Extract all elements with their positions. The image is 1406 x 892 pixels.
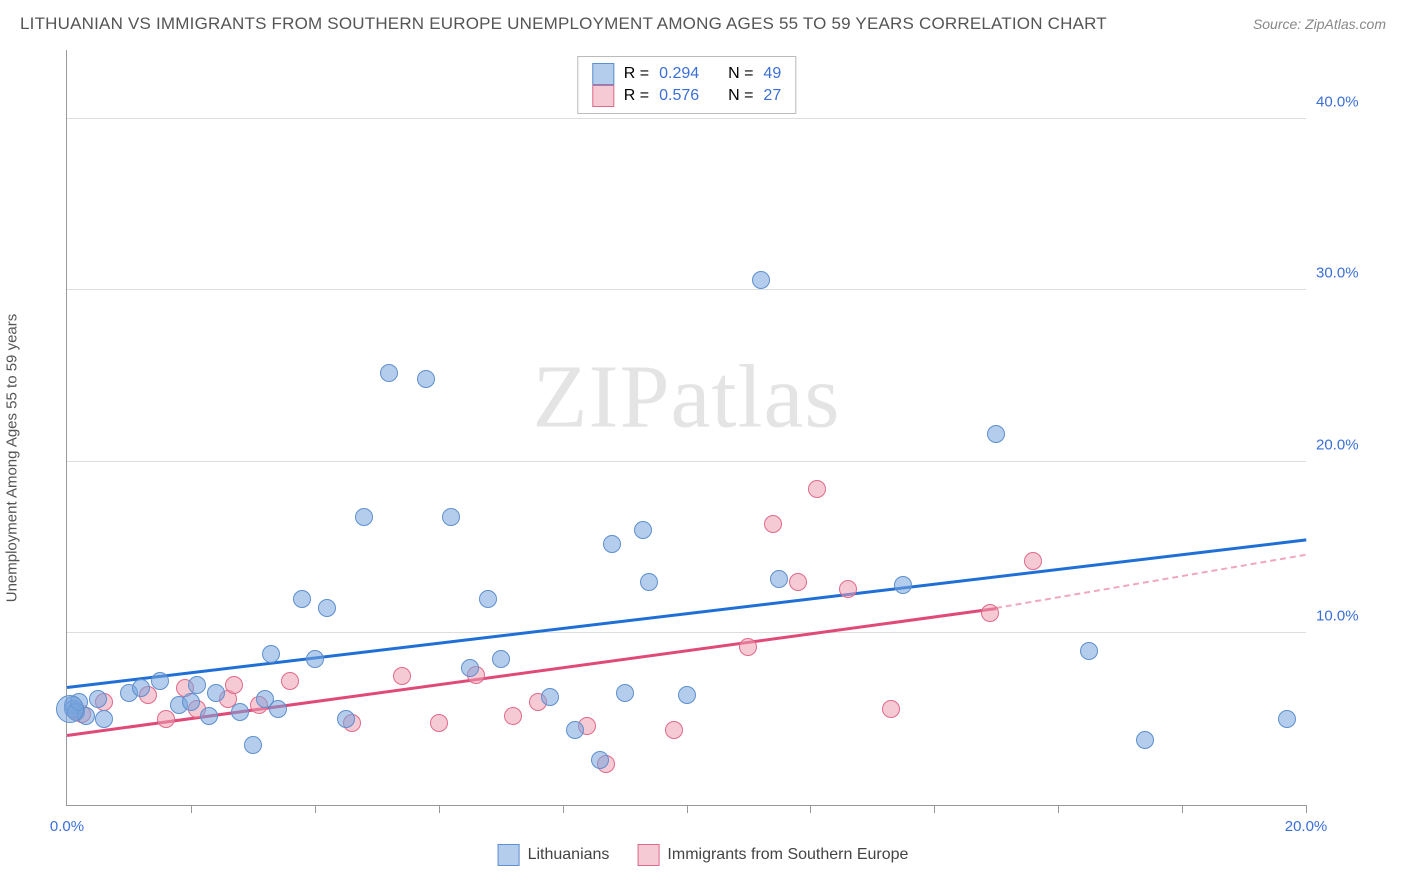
legend-item-lithuanians: Lithuanians [498, 844, 610, 866]
data-point-b [1024, 552, 1042, 570]
chart-title: LITHUANIAN VS IMMIGRANTS FROM SOUTHERN E… [20, 14, 1107, 34]
data-point-a [894, 576, 912, 594]
data-point-a [492, 650, 510, 668]
data-point-a [132, 679, 150, 697]
data-point-a [56, 695, 84, 723]
chart-container: Unemployment Among Ages 55 to 59 years Z… [20, 44, 1386, 872]
data-point-b [225, 676, 243, 694]
data-point-a [479, 590, 497, 608]
data-point-b [839, 580, 857, 598]
x-tick-label: 0.0% [50, 818, 84, 835]
swatch-immigrants-icon [637, 844, 659, 866]
x-tick [315, 805, 316, 813]
data-point-a [207, 684, 225, 702]
trend-line [67, 538, 1306, 688]
data-point-a [591, 751, 609, 769]
x-tick [1058, 805, 1059, 813]
data-point-b [430, 714, 448, 732]
data-point-a [337, 710, 355, 728]
data-point-b [157, 710, 175, 728]
data-point-b [504, 707, 522, 725]
data-point-a [244, 736, 262, 754]
x-tick-label: 20.0% [1285, 818, 1328, 835]
data-point-a [541, 688, 559, 706]
data-point-a [306, 650, 324, 668]
data-point-a [442, 508, 460, 526]
data-point-b [764, 515, 782, 533]
watermark: ZIPatlas [533, 346, 841, 449]
swatch-lithuanians-icon [498, 844, 520, 866]
data-point-a [752, 271, 770, 289]
data-point-a [355, 508, 373, 526]
data-point-a [200, 707, 218, 725]
data-point-a [380, 364, 398, 382]
x-tick [563, 805, 564, 813]
data-point-b [882, 700, 900, 718]
legend-row-b: R = 0.576 N = 27 [592, 85, 781, 107]
data-point-b [739, 638, 757, 656]
y-tick-label: 10.0% [1316, 608, 1376, 625]
data-point-a [640, 573, 658, 591]
data-point-a [417, 370, 435, 388]
x-tick [439, 805, 440, 813]
x-tick [1306, 805, 1307, 813]
y-axis-label: Unemployment Among Ages 55 to 59 years [4, 314, 21, 603]
data-point-a [269, 700, 287, 718]
gridline [67, 632, 1306, 633]
gridline [67, 118, 1306, 119]
data-point-a [89, 690, 107, 708]
data-point-b [981, 604, 999, 622]
data-point-b [393, 667, 411, 685]
x-tick [1182, 805, 1183, 813]
data-point-b [808, 480, 826, 498]
data-point-a [188, 676, 206, 694]
trend-line [996, 554, 1306, 609]
plot-area: ZIPatlas R = 0.294 N = 49 R = 0.576 N = … [66, 50, 1306, 806]
series-legend: Lithuanians Immigrants from Southern Eur… [498, 844, 909, 866]
data-point-a [318, 599, 336, 617]
data-point-a [182, 693, 200, 711]
data-point-a [293, 590, 311, 608]
data-point-a [1278, 710, 1296, 728]
x-tick [934, 805, 935, 813]
data-point-a [603, 535, 621, 553]
data-point-a [262, 645, 280, 663]
data-point-a [616, 684, 634, 702]
data-point-a [634, 521, 652, 539]
data-point-a [461, 659, 479, 677]
data-point-a [1136, 731, 1154, 749]
swatch-immigrants [592, 85, 614, 107]
gridline [67, 461, 1306, 462]
legend-item-immigrants: Immigrants from Southern Europe [637, 844, 908, 866]
y-tick-label: 20.0% [1316, 436, 1376, 453]
data-point-a [95, 710, 113, 728]
y-tick-label: 30.0% [1316, 265, 1376, 282]
x-tick [191, 805, 192, 813]
data-point-a [770, 570, 788, 588]
x-tick [810, 805, 811, 813]
data-point-a [151, 672, 169, 690]
correlation-legend: R = 0.294 N = 49 R = 0.576 N = 27 [577, 56, 796, 114]
data-point-a [678, 686, 696, 704]
data-point-a [1080, 642, 1098, 660]
data-point-b [281, 672, 299, 690]
data-point-b [665, 721, 683, 739]
x-tick [687, 805, 688, 813]
data-point-b [789, 573, 807, 591]
source-attribution: Source: ZipAtlas.com [1253, 16, 1386, 32]
swatch-lithuanians [592, 63, 614, 85]
data-point-a [566, 721, 584, 739]
y-tick-label: 40.0% [1316, 93, 1376, 110]
gridline [67, 289, 1306, 290]
data-point-a [987, 425, 1005, 443]
data-point-a [231, 703, 249, 721]
legend-row-a: R = 0.294 N = 49 [592, 63, 781, 85]
